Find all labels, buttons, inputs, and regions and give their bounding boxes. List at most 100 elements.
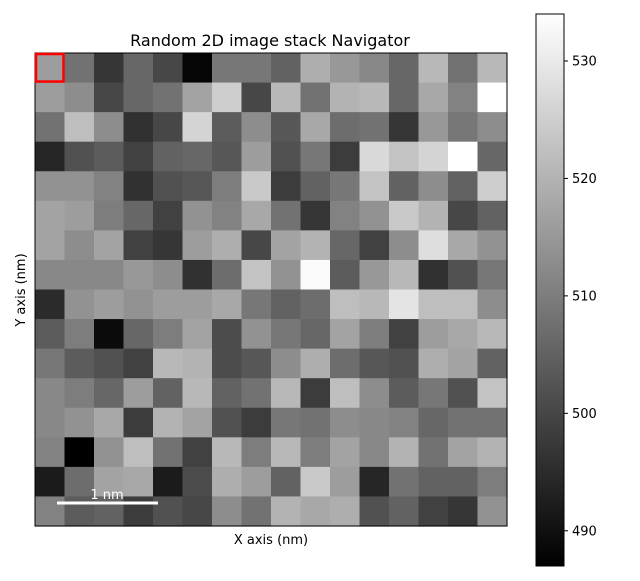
heatmap-cell: [182, 259, 213, 291]
colorbar-ticks: 490 500 510 520 530: [564, 54, 597, 539]
heatmap-cell: [359, 82, 390, 113]
heatmap-cell: [64, 171, 95, 202]
heatmap-cell: [448, 259, 479, 291]
heatmap-cell: [448, 112, 479, 143]
heatmap-cell: [212, 289, 243, 320]
heatmap-cell: [271, 171, 302, 202]
heatmap-cell: [330, 407, 361, 438]
heatmap-cell: [64, 348, 95, 379]
heatmap-cell: [94, 319, 125, 350]
heatmap-cell: [418, 496, 449, 527]
heatmap-cell: [477, 437, 508, 468]
heatmap-cell: [182, 319, 213, 350]
heatmap-cell: [153, 378, 184, 409]
heatmap-cell: [300, 466, 331, 498]
heatmap-cell: [153, 496, 184, 527]
heatmap-cell: [330, 496, 361, 527]
heatmap-cell: [241, 141, 272, 172]
heatmap-cell: [64, 466, 95, 498]
heatmap-cell: [241, 171, 272, 202]
heatmap-cell: [330, 200, 361, 231]
heatmap-cell: [182, 407, 213, 438]
heatmap-cell: [300, 171, 331, 202]
heatmap-cell: [389, 230, 420, 261]
heatmap-cell: [182, 200, 213, 231]
heatmap-cell: [418, 259, 449, 291]
heatmap-cell: [64, 289, 95, 320]
heatmap-grid[interactable]: [35, 53, 508, 527]
heatmap-cell: [123, 259, 154, 291]
heatmap-cell: [359, 407, 390, 438]
heatmap-cell: [300, 496, 331, 527]
heatmap-cell: [35, 112, 66, 143]
heatmap-cell: [448, 348, 479, 379]
heatmap-cell: [330, 171, 361, 202]
heatmap-cell: [448, 319, 479, 350]
heatmap-cell: [271, 141, 302, 172]
heatmap-cell: [359, 141, 390, 172]
heatmap-cell: [359, 496, 390, 527]
heatmap-cell: [241, 53, 272, 84]
heatmap-cell: [300, 230, 331, 261]
heatmap-cell: [300, 348, 331, 379]
heatmap-cell: [212, 230, 243, 261]
heatmap-cell: [448, 171, 479, 202]
heatmap-cell: [153, 466, 184, 498]
heatmap-cell: [212, 259, 243, 291]
heatmap-cell: [389, 378, 420, 409]
heatmap-cell: [477, 112, 508, 143]
heatmap-cell: [389, 53, 420, 84]
heatmap-cell: [448, 496, 479, 527]
heatmap-cell: [300, 82, 331, 113]
heatmap-cell: [418, 378, 449, 409]
heatmap-cell: [241, 378, 272, 409]
heatmap-cell: [123, 141, 154, 172]
heatmap-cell: [418, 348, 449, 379]
heatmap-cell: [94, 171, 125, 202]
heatmap-cell: [330, 319, 361, 350]
heatmap-cell: [418, 466, 449, 498]
colorbar-tick-label: 510: [572, 289, 597, 304]
heatmap-cell: [271, 230, 302, 261]
heatmap-cell: [64, 200, 95, 231]
heatmap-cell: [271, 407, 302, 438]
heatmap-cell: [35, 378, 66, 409]
heatmap-cell: [359, 53, 390, 84]
heatmap-cell: [477, 230, 508, 261]
heatmap-cell: [212, 407, 243, 438]
selection-box[interactable]: [34, 52, 65, 83]
heatmap-cell: [448, 53, 479, 84]
heatmap-cell: [418, 112, 449, 143]
heatmap-cell: [477, 259, 508, 291]
heatmap-cell: [35, 141, 66, 172]
heatmap-cell: [477, 348, 508, 379]
heatmap-cell: [64, 53, 95, 84]
heatmap-cell: [477, 82, 508, 113]
heatmap-cell: [477, 496, 508, 527]
heatmap-cell: [94, 466, 125, 498]
heatmap-cell: [300, 437, 331, 468]
heatmap-cell: [123, 289, 154, 320]
heatmap-cell: [330, 82, 361, 113]
heatmap-cell: [359, 437, 390, 468]
heatmap-cell: [182, 289, 213, 320]
heatmap-cell: [182, 82, 213, 113]
heatmap-cell: [123, 200, 154, 231]
heatmap-cell: [359, 259, 390, 291]
heatmap-cell: [389, 141, 420, 172]
heatmap-cell: [271, 378, 302, 409]
heatmap-cell: [94, 496, 125, 527]
heatmap-cell: [94, 378, 125, 409]
heatmap-cell: [300, 112, 331, 143]
heatmap-cell: [271, 289, 302, 320]
heatmap-cell: [123, 466, 154, 498]
heatmap-cell: [94, 348, 125, 379]
heatmap-cell: [182, 171, 213, 202]
heatmap-cell: [477, 289, 508, 320]
heatmap-cell: [418, 319, 449, 350]
heatmap-cell: [123, 348, 154, 379]
heatmap-cell: [477, 319, 508, 350]
heatmap-cell: [300, 378, 331, 409]
heatmap-cell: [64, 319, 95, 350]
